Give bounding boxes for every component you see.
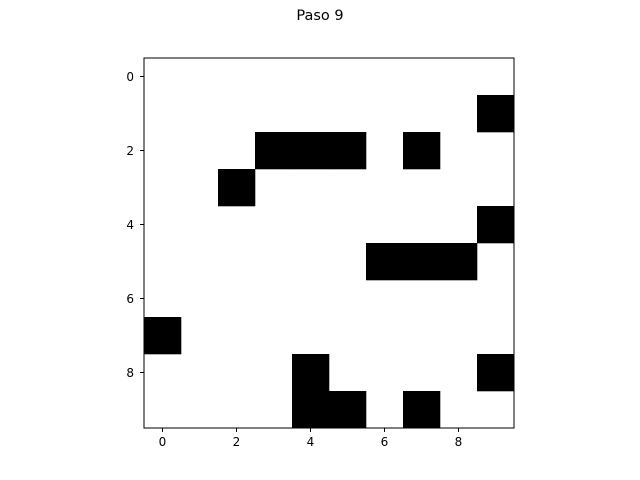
heatmap-cell: [477, 95, 515, 133]
heatmap-cell: [477, 354, 515, 392]
heatmap-cell: [329, 391, 367, 429]
axes-frame: [143, 57, 515, 429]
x-tick-label: 2: [233, 435, 241, 449]
heatmap-cell: [403, 132, 441, 170]
x-tick-label: 0: [159, 435, 167, 449]
heatmap-cell: [366, 243, 404, 281]
y-tick-label: 8: [126, 366, 134, 380]
heatmap-cell: [440, 243, 478, 281]
heatmap-cell: [403, 391, 441, 429]
chart-title: Paso 9: [296, 8, 344, 24]
heatmap-cell: [403, 243, 441, 281]
y-tick-label: 6: [126, 292, 134, 306]
x-tick-label: 4: [307, 435, 315, 449]
x-tick-label: 8: [455, 435, 463, 449]
y-tick-label: 2: [126, 144, 134, 158]
heatmap-cell: [218, 169, 256, 207]
x-tick-label: 6: [381, 435, 389, 449]
heatmap-cell: [255, 132, 293, 170]
heatmap-cell: [329, 132, 367, 170]
heatmap-cell: [477, 206, 515, 244]
heatmap-cell: [292, 391, 330, 429]
heatmap-cell: [144, 317, 182, 355]
y-tick-label: 4: [126, 218, 134, 232]
heatmap-cell: [292, 354, 330, 392]
heatmap-cell: [292, 132, 330, 170]
y-tick-label: 0: [126, 70, 134, 84]
